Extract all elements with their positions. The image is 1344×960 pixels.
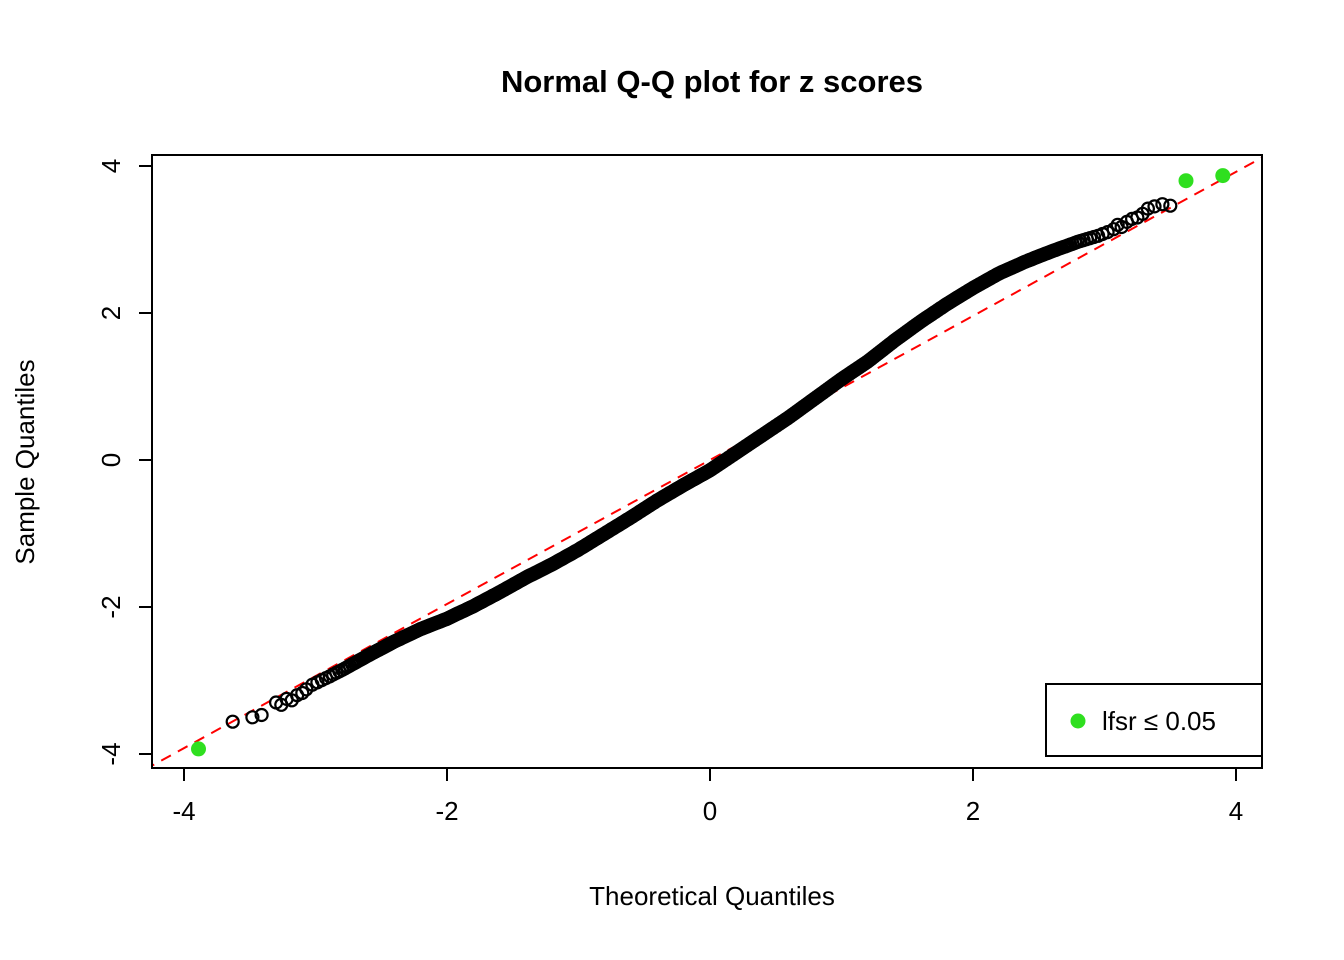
x-tick-label: 4 [1229,796,1243,826]
y-tick-label: 4 [96,159,126,173]
qq-tail-point [1155,197,1170,212]
x-axis-label: Theoretical Quantiles [589,881,835,911]
x-axis: -4 -2 0 2 4 [172,768,1243,826]
qq-tail-point [245,710,260,725]
tail-points-layer [225,197,1178,729]
y-axis: -4 -2 0 2 4 [96,159,152,766]
qq-tail-point [299,682,314,697]
qq-tail-point [295,685,310,701]
chart-title: Normal Q-Q plot for z scores [501,64,923,99]
significant-point [191,741,206,757]
significant-point [1215,168,1231,184]
reference-line-layer [152,156,1262,767]
qq-tail-point [1163,198,1178,213]
legend: lfsr ≤ 0.05 [1045,683,1263,757]
legend-marker-icon [1070,713,1086,729]
qq-tail-point [254,707,269,723]
legend-label: lfsr ≤ 0.05 [1102,706,1216,736]
qq-reference-line [152,156,1262,767]
x-tick-label: -4 [172,796,195,826]
y-tick-label: 0 [96,453,126,467]
qq-tail-point [1147,199,1162,214]
qq-tail-point [225,714,240,729]
y-tick-label: -4 [96,742,126,765]
qq-points-layer [305,225,1115,692]
y-axis-label: Sample Quantiles [10,359,40,564]
plot-border [151,154,1263,769]
significant-points-layer [191,168,1231,757]
qq-tail-point [1106,222,1121,237]
y-tick-label: -2 [96,595,126,618]
x-tick-label: 0 [703,796,717,826]
qq-tail-point [1140,201,1156,216]
x-tick-label: 2 [966,796,980,826]
y-tick-label: 2 [96,306,126,320]
significant-point [1178,173,1194,189]
x-tick-label: -2 [435,796,458,826]
